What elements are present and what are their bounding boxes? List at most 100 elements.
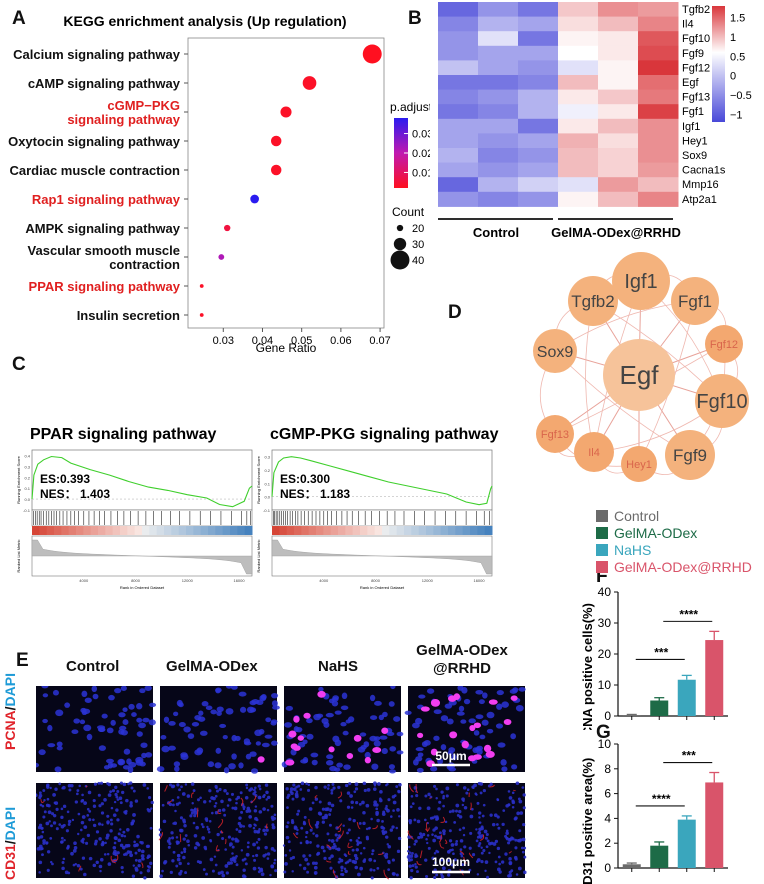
dapi-nucleus	[122, 765, 130, 770]
dapi-nucleus	[479, 734, 486, 740]
pcna-image	[284, 686, 401, 772]
dapi-nucleus	[348, 817, 352, 821]
dapi-nucleus	[286, 806, 289, 809]
heatmap-cell	[598, 45, 639, 61]
dapi-nucleus	[353, 790, 357, 794]
kegg-pathway-label: Rap1 signaling pathway	[32, 192, 181, 207]
pcna-nucleus	[417, 732, 424, 738]
dapi-nucleus	[395, 785, 399, 788]
dapi-nucleus	[158, 828, 162, 832]
heatmap-cell	[478, 31, 519, 47]
dapi-nucleus	[344, 861, 348, 865]
padjust-tick-label: 0.02	[412, 148, 430, 160]
dapi-nucleus	[52, 821, 57, 825]
gsea-rank-color	[352, 526, 361, 535]
dapi-nucleus	[215, 786, 218, 790]
cd31-vessel	[439, 842, 445, 849]
dapi-nucleus	[161, 869, 164, 873]
dapi-nucleus	[192, 789, 196, 792]
dapi-nucleus	[351, 848, 355, 852]
dapi-nucleus	[122, 830, 126, 834]
dapi-nucleus	[387, 868, 391, 871]
gsea-x-tick: 4000	[319, 578, 329, 583]
dapi-nucleus	[362, 781, 367, 786]
dapi-nucleus	[81, 793, 84, 797]
dapi-nucleus	[231, 845, 235, 849]
network-node-label: Sox9	[537, 344, 574, 361]
gsea-y-label-bottom: Ranked List Metric	[16, 539, 21, 572]
kegg-x-tick-label: 0.06	[330, 335, 351, 347]
cd31-vessel	[338, 830, 344, 840]
dapi-nucleus	[206, 827, 211, 831]
gsea-nes-value: NES： 1.183	[280, 487, 350, 501]
dapi-nucleus	[192, 808, 196, 813]
dapi-nucleus	[252, 854, 255, 858]
heatmap-cell	[518, 31, 559, 47]
dapi-nucleus	[447, 859, 451, 863]
dapi-nucleus	[269, 873, 272, 877]
dapi-nucleus	[510, 733, 517, 740]
dapi-nucleus	[36, 762, 40, 768]
dapi-nucleus	[58, 823, 62, 826]
dapi-nucleus	[302, 739, 308, 745]
dapi-nucleus	[227, 835, 231, 839]
dapi-nucleus	[393, 794, 397, 798]
dapi-nucleus	[313, 865, 318, 870]
dapi-nucleus	[159, 874, 163, 878]
dapi-nucleus	[71, 818, 75, 822]
dapi-nucleus	[255, 741, 261, 746]
dapi-nucleus	[419, 834, 424, 839]
gsea-y-label-bottom: Ranked List Metric	[256, 539, 261, 572]
dapi-nucleus	[480, 846, 483, 849]
dapi-nucleus	[478, 699, 485, 705]
dapi-nucleus	[134, 868, 139, 872]
dapi-nucleus	[484, 836, 488, 840]
dapi-nucleus	[124, 843, 129, 848]
dapi-nucleus	[134, 851, 138, 855]
cd31-vessel	[220, 830, 224, 834]
dapi-nucleus	[136, 703, 143, 710]
dapi-nucleus	[460, 854, 464, 858]
dapi-nucleus	[381, 748, 388, 755]
dapi-nucleus	[346, 805, 351, 809]
group-legend: Control GelMA-ODex NaHS GelMA-ODex@RRHD	[596, 507, 762, 575]
heatmap-cell	[558, 177, 599, 193]
dapi-nucleus	[448, 839, 453, 843]
dapi-nucleus	[257, 866, 261, 870]
kegg-points	[199, 44, 382, 317]
dapi-nucleus	[485, 845, 489, 849]
dapi-nucleus	[140, 742, 148, 748]
dapi-nucleus	[284, 722, 293, 728]
kegg-point	[250, 194, 259, 204]
dapi-nucleus	[497, 826, 501, 830]
dapi-nucleus	[450, 843, 455, 847]
dapi-nucleus	[375, 812, 379, 816]
heatmap-cell	[638, 89, 679, 105]
dapi-nucleus	[507, 841, 511, 845]
dapi-nucleus	[373, 781, 377, 786]
dapi-nucleus	[316, 851, 321, 856]
cd31-vessel	[332, 869, 338, 879]
dapi-nucleus	[47, 810, 52, 815]
panel-label-f: F	[596, 566, 608, 587]
dapi-nucleus	[67, 783, 72, 788]
dapi-nucleus	[320, 845, 325, 850]
bar-1	[650, 845, 669, 868]
dapi-nucleus	[42, 718, 48, 724]
dapi-nucleus	[518, 799, 523, 804]
dapi-nucleus	[489, 813, 493, 817]
network-node-label: Igf1	[624, 271, 657, 293]
dapi-nucleus	[362, 846, 366, 850]
dapi-nucleus	[337, 860, 341, 864]
dapi-nucleus	[161, 803, 165, 807]
dapi-nucleus	[321, 820, 326, 824]
dapi-nucleus	[314, 872, 317, 875]
cd31-vessel	[224, 838, 227, 845]
network-node-label: Fgf1	[678, 292, 712, 311]
dapi-nucleus	[259, 867, 264, 872]
dapi-nucleus	[211, 869, 215, 873]
dapi-nucleus	[235, 839, 240, 843]
dapi-nucleus	[61, 866, 65, 871]
dapi-nucleus	[238, 691, 247, 697]
